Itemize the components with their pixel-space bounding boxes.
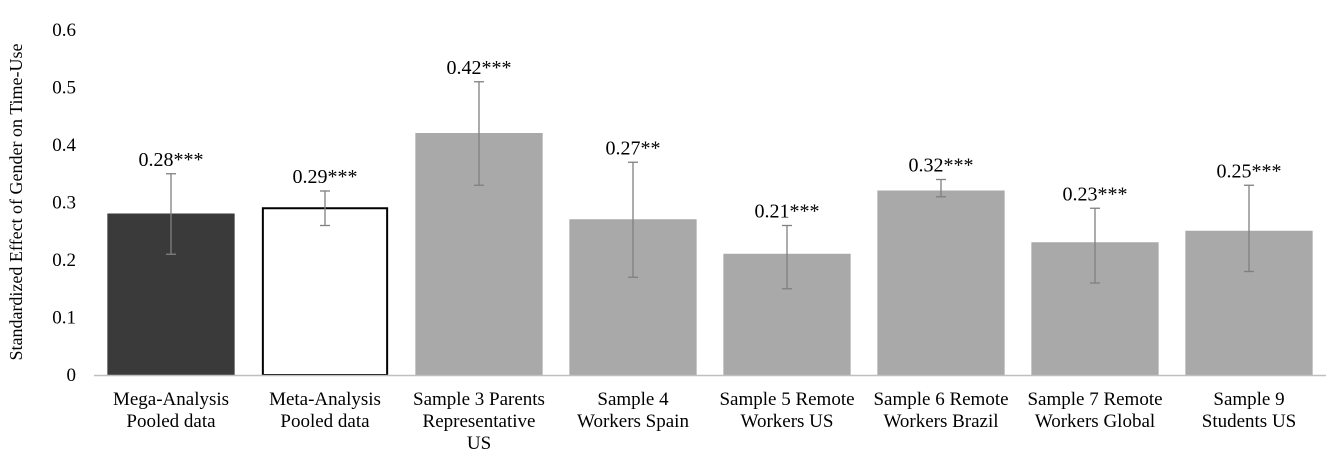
category-label-line: Workers Brazil — [883, 411, 998, 432]
category-label-line: Workers Spain — [577, 411, 689, 432]
value-label: 0.23*** — [1063, 183, 1128, 205]
category-label-line: Pooled data — [280, 411, 370, 432]
category-label: Sample 4 Workers Spain — [577, 389, 689, 432]
error-bar — [474, 81, 484, 186]
value-labels: 0.28*** 0.29*** 0.42*** 0.27** 0.21*** 0.32**… — [139, 57, 1282, 223]
category-label-line: Sample 7 Remote — [1027, 389, 1162, 410]
category-label-line: Sample 5 Remote — [719, 389, 854, 410]
error-bar — [1244, 184, 1254, 273]
category-label: Mega-Analysis Pooled data — [113, 389, 229, 432]
category-label: Sample 6 Remote Workers Brazil — [873, 389, 1008, 432]
category-label: Sample 3 Parents Representative US — [413, 389, 545, 454]
error-bar — [166, 173, 176, 255]
category-label-line: Pooled data — [126, 411, 216, 432]
category-label-line: Students US — [1202, 411, 1297, 432]
y-tick-label: 0.1 — [52, 308, 76, 329]
error-bar — [628, 161, 638, 278]
error-bar — [1090, 207, 1100, 284]
bar — [877, 190, 1005, 376]
value-label: 0.27** — [606, 137, 661, 159]
category-label-line: Sample 9 — [1213, 389, 1284, 410]
category-label: Meta-Analysis Pooled data — [269, 389, 381, 432]
category-label-line: Meta-Analysis — [269, 389, 381, 410]
value-label: 0.29*** — [293, 166, 358, 188]
category-label-line: Sample 3 Parents — [413, 389, 545, 410]
error-bar — [320, 190, 330, 227]
category-label-line: Mega-Analysis — [113, 389, 229, 410]
value-label: 0.25*** — [1217, 160, 1282, 182]
y-axis-label: Standardized Effect of Gender on Time-Us… — [6, 43, 26, 360]
category-label-line: Workers US — [741, 411, 834, 432]
category-label-line: Representative — [423, 411, 536, 432]
category-label: Sample 9 Students US — [1202, 389, 1297, 432]
category-label: Sample 7 Remote Workers Global — [1027, 389, 1162, 432]
value-label: 0.28*** — [139, 149, 204, 171]
error-bar — [936, 178, 946, 198]
value-label: 0.21*** — [755, 201, 820, 223]
value-label: 0.42*** — [447, 57, 512, 79]
error-bars — [166, 81, 1254, 290]
y-tick-label: 0.5 — [52, 78, 76, 99]
y-tick-label: 0.2 — [52, 250, 76, 271]
y-tick-label: 0.4 — [52, 135, 76, 156]
category-label-line: Workers Global — [1035, 411, 1155, 432]
bars — [107, 133, 1313, 376]
y-tick-label: 0.6 — [52, 20, 76, 41]
bar — [261, 207, 389, 376]
y-tick-label: 0 — [67, 365, 77, 386]
category-label-line: US — [467, 433, 491, 454]
category-label-line: Sample 6 Remote — [873, 389, 1008, 410]
y-tick-label: 0.3 — [52, 193, 76, 214]
category-label: Sample 5 Remote Workers US — [719, 389, 854, 432]
value-label: 0.32*** — [909, 155, 974, 177]
y-tick-labels: 0 0.1 0.2 0.3 0.4 0.5 0.6 — [52, 20, 76, 386]
category-label-line: Sample 4 — [597, 389, 669, 410]
error-bar — [782, 224, 792, 290]
